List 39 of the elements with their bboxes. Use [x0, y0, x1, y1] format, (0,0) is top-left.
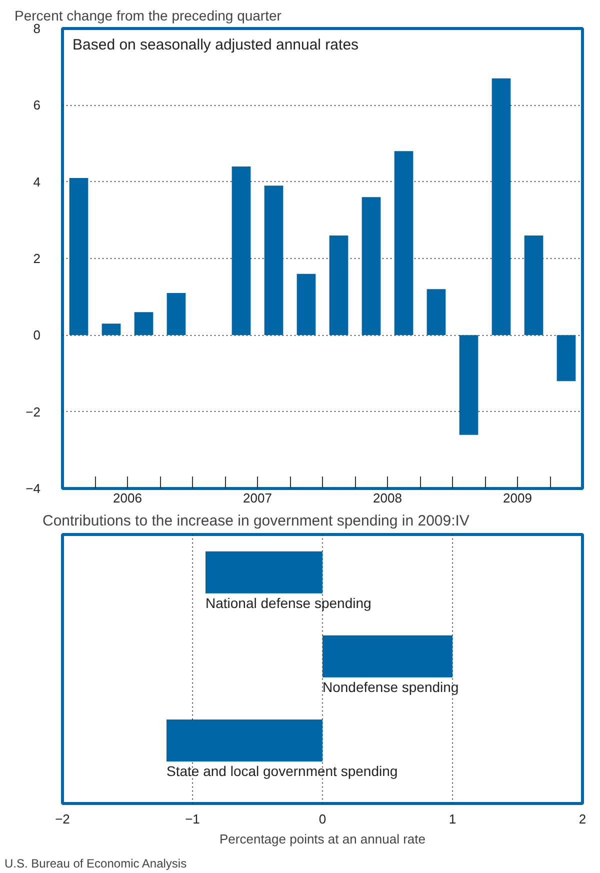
annotation: Based on seasonally adjusted annual rates: [72, 36, 359, 54]
y-tick-label: −4: [26, 481, 41, 496]
bar: [102, 324, 121, 336]
bar: [556, 335, 576, 382]
bar: [459, 335, 478, 435]
text: U.S. Bureau of Economic Analysis: [4, 856, 187, 870]
bar: [394, 151, 414, 336]
chart-title: Contributions to the increase in government spending in 2009:IV: [42, 512, 470, 530]
bar: [134, 312, 154, 336]
x-tick-label: −1: [185, 812, 200, 826]
y-tick-label: 0: [33, 328, 41, 343]
y-tick-label: National defense spending: [206, 595, 372, 612]
y-tick-label: 4: [33, 174, 41, 190]
x-tick-label: 2007: [243, 490, 272, 506]
bar: [232, 166, 251, 336]
x-tick-label: 2: [578, 812, 586, 826]
y-tick-label: 2: [33, 251, 41, 266]
bar: [426, 289, 446, 336]
x-tick-label: 0: [318, 812, 326, 826]
bar: [69, 178, 88, 336]
bar: [524, 236, 544, 336]
y-tick-label: 8: [33, 21, 41, 36]
y-axis-title: Percent change from the preceding quarter: [14, 8, 282, 24]
x-tick-label: −2: [55, 812, 70, 826]
x-tick-label: 2008: [373, 490, 402, 506]
x-axis-title: Percentage points at an annual rate: [220, 832, 426, 846]
bar: [329, 236, 348, 336]
bar: [264, 186, 284, 336]
y-tick-label: State and local government spending: [166, 763, 398, 780]
x-tick-label: 2006: [113, 490, 142, 506]
y-tick-label: −2: [26, 404, 41, 420]
bar: [296, 274, 316, 336]
bar: [362, 197, 381, 336]
bar: [166, 293, 186, 336]
y-tick-label: 6: [33, 98, 41, 113]
bar: [492, 78, 511, 336]
y-tick-label: Nondefense spending: [322, 679, 459, 696]
x-tick-label: 1: [448, 812, 456, 826]
x-tick-label: 2009: [503, 490, 532, 506]
